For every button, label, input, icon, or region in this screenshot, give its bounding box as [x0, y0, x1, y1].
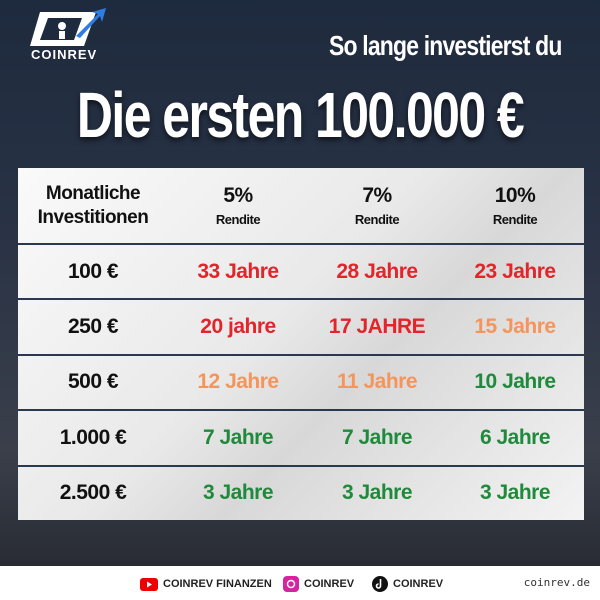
amount-cell: 100 €: [18, 243, 168, 298]
amount-cell: 2.500 €: [18, 464, 168, 520]
title: Die ersten 100.000 €: [76, 79, 525, 151]
instagram-link[interactable]: COINREV: [283, 575, 354, 593]
rate-label: 7%: [362, 184, 392, 207]
header-cell: 10% Rendite: [446, 168, 584, 243]
amount-cell: 1.000 €: [18, 409, 168, 464]
subtitle: So lange investierst du: [329, 30, 563, 61]
duration-cell: 7 Jahre: [308, 409, 446, 464]
header-cell: 7% Rendite: [308, 168, 446, 243]
duration-cell: 15 Jahre: [446, 298, 584, 353]
duration-cell: 7 Jahre: [168, 409, 308, 464]
duration-cell: 3 Jahre: [446, 464, 584, 520]
duration-cell: 12 Jahre: [168, 353, 308, 409]
duration-cell: 10 Jahre: [446, 353, 584, 409]
instagram-icon: [283, 576, 299, 592]
logo-text: COINREV: [31, 47, 98, 62]
youtube-icon: [140, 577, 158, 591]
duration-cell: 3 Jahre: [168, 464, 308, 520]
duration-cell: 6 Jahre: [446, 409, 584, 464]
header-cell: 5% Rendite: [168, 168, 308, 243]
rate-label: 5%: [223, 184, 253, 207]
duration-cell: 11 Jahre: [308, 353, 446, 409]
corner-label: Monatliche Investitionen: [37, 182, 149, 228]
instagram-label: COINREV: [304, 578, 355, 590]
table: Monatliche Investitionen 5% Rendite 7% Rendi…: [18, 168, 584, 520]
footer-bar: [0, 566, 600, 600]
header-cell: Monatliche Investitionen: [18, 168, 168, 243]
duration-cell: 28 Jahre: [308, 243, 446, 298]
rendite-label: Rendite: [354, 212, 400, 227]
logo-icon: [30, 8, 106, 46]
amount-cell: 250 €: [18, 298, 168, 353]
duration-cell: 20 jahre: [168, 298, 308, 353]
duration-cell: 23 Jahre: [446, 243, 584, 298]
tiktok-icon: [372, 576, 388, 592]
tiktok-link[interactable]: COINREV: [372, 575, 443, 593]
youtube-label: COINREV FINANZEN: [163, 578, 272, 590]
website[interactable]: coinrev.de: [523, 576, 590, 589]
amount-cell: 500 €: [18, 353, 168, 409]
rendite-label: Rendite: [492, 212, 538, 227]
duration-cell: 17 JAHRE: [308, 298, 446, 353]
duration-cell: 33 Jahre: [168, 243, 308, 298]
youtube-link[interactable]: COINREV FINANZEN: [140, 575, 272, 593]
rendite-label: Rendite: [215, 212, 261, 227]
rate-label: 10%: [494, 184, 536, 207]
duration-cell: 3 Jahre: [308, 464, 446, 520]
tiktok-label: COINREV: [393, 578, 444, 590]
